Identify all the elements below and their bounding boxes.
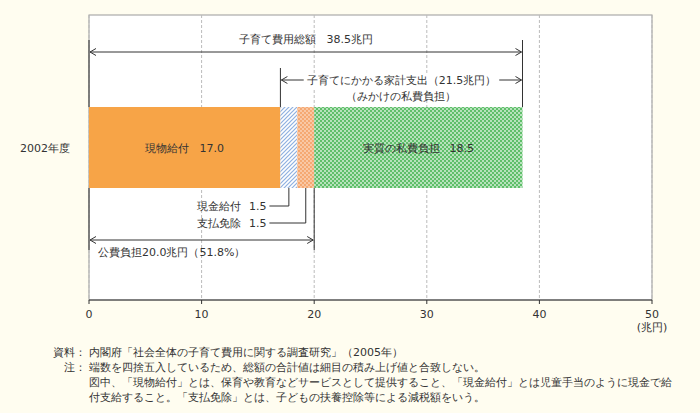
annotation-label: 公費負担20.0兆円（51.8%） (98, 246, 245, 259)
data-label: 実質の私費負担 18.5 (363, 142, 475, 155)
bar-segment (314, 107, 522, 188)
x-tick-label: 40 (532, 308, 546, 321)
annotation-extent (89, 188, 90, 250)
data-label-value: 1.5 (249, 217, 267, 230)
category-label: 2002年度 (20, 142, 70, 155)
annotation-extent (89, 40, 90, 107)
x-tick-label: 0 (86, 308, 93, 321)
annotation-label: 子育て費用総額 38.5兆円 (239, 33, 374, 46)
x-tick (652, 300, 653, 304)
notes: 資料：内閣府「社会全体の子育て費用に関する調査研究」（2005年）注：端数を四捨… (53, 346, 672, 404)
data-label-name: 現金給付 (197, 200, 241, 213)
data-label-name: 実質の私費負担 (363, 142, 440, 155)
note-line: 図中、「現物給付」とは、保育や教育などサービスとして提供すること、「現金給付」と… (89, 376, 672, 389)
data-label: 支払免除 1.5 (197, 217, 267, 230)
annotation-extent (522, 68, 523, 107)
data-label-name: 支払免除 (197, 217, 241, 230)
data-labels: 現物給付 17.0 実質の私費負担 18.5 現金給付 1.5 支払免除 1.5 (145, 142, 474, 231)
data-label-value: 1.5 (249, 200, 267, 213)
data-label: 現金給付 1.5 (197, 200, 267, 213)
annotation-sublabel: （みかけの私費負担） (346, 90, 456, 103)
x-tick (89, 300, 90, 304)
annotation-extent (280, 68, 281, 107)
annotation-label-bg (304, 73, 500, 88)
annotation-extent (314, 188, 315, 250)
x-tick-label: 30 (420, 308, 434, 321)
leader-line (269, 188, 305, 223)
x-axis-label: (兆円) (637, 321, 668, 334)
note-label: 注： (64, 361, 86, 374)
data-label: 現物給付 17.0 (145, 142, 224, 155)
data-label-value: 17.0 (199, 142, 224, 155)
annotations: 子育て費用総額 38.5兆円子育てにかかる家計支出（21.5兆円） （みかけの私費… (89, 33, 523, 259)
source-label: 資料： (53, 346, 86, 359)
note-line: 端数を四捨五入しているため、総額の合計値は細目の積み上げ値と合致しない。 (89, 361, 485, 374)
grid-line (652, 15, 653, 300)
note-line: 付支給すること。「支払免除」とは、子どもの扶養控除等による減税額をいう。 (89, 391, 485, 404)
x-tick-label: 10 (195, 308, 209, 321)
annotation-arrow (90, 52, 522, 53)
x-tick (426, 300, 427, 304)
grid-line (539, 15, 540, 300)
data-label-value: 18.5 (450, 142, 475, 155)
x-axis-line (89, 300, 652, 301)
bar-segment (89, 107, 280, 188)
plot-frame (89, 15, 652, 300)
chart: 0 10 20 30 40 50(兆円) 現物給付 17.0 実質の私費負担 18.5 現金給付 1.… (0, 0, 700, 413)
bar-segment (297, 107, 314, 188)
annotation-arrow (90, 240, 313, 241)
x-tick (539, 300, 540, 304)
x-tick-label: 50 (645, 308, 659, 321)
x-tick-label: 20 (307, 308, 321, 321)
data-label-name: 現物給付 (145, 142, 189, 155)
annotation-extent (522, 40, 523, 107)
x-tick (201, 300, 202, 304)
bars (89, 107, 523, 188)
x-tick (314, 300, 315, 304)
leader-line (269, 188, 288, 206)
annotation-label: 子育てにかかる家計支出（21.5兆円） (307, 74, 497, 87)
bar-segment (280, 107, 297, 188)
source: 内閣府「社会全体の子育て費用に関する調査研究」（2005年） (89, 346, 403, 359)
